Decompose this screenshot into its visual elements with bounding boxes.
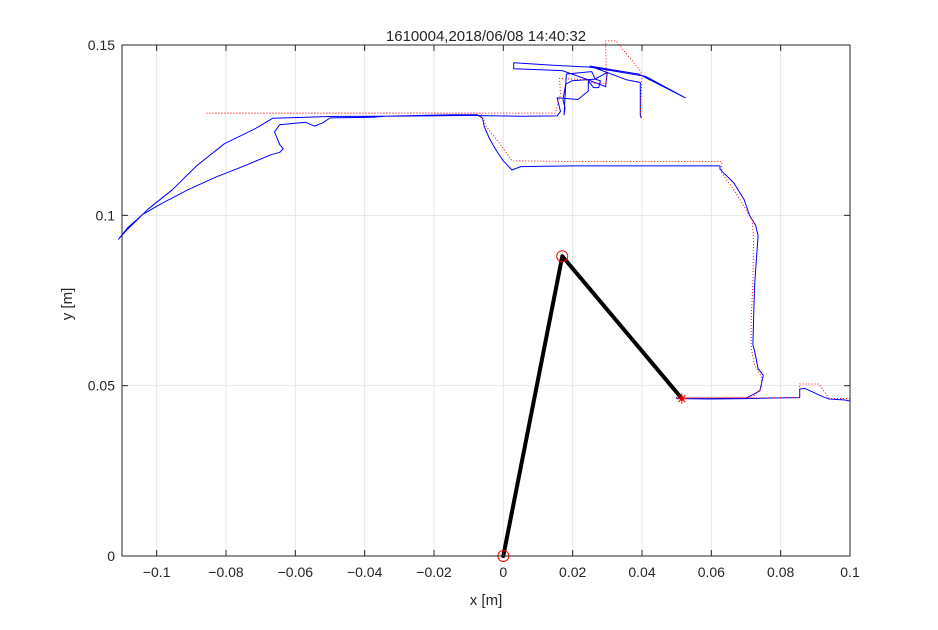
- target-trajectory-line: [206, 40, 850, 400]
- x-tick-label: 0.04: [628, 564, 655, 580]
- chart-title: 1610004,2018/06/08 14:40:32: [386, 28, 586, 45]
- axes-box: [121, 44, 851, 557]
- x-axis-label: x [m]: [470, 592, 503, 609]
- arm-links: [501, 254, 684, 558]
- end-effector-marker-stroke: [678, 394, 686, 403]
- x-tick-label: −0.02: [416, 564, 452, 580]
- y-tick-label: 0.15: [88, 37, 115, 53]
- end-effector-marker: [676, 393, 687, 404]
- x-tick-label: −0.1: [143, 564, 171, 580]
- x-tick-label: −0.04: [347, 564, 383, 580]
- x-tick-label: 0.1: [840, 564, 860, 580]
- y-tick-label: 0.05: [88, 378, 115, 394]
- y-tick-label: 0.1: [96, 207, 116, 223]
- actual-trajectory-line: [118, 62, 851, 402]
- x-tick-label: 0: [499, 564, 507, 580]
- axes: −0.1 −0.08 −0.06 −0.04 −0.02 0 0.02 0.04 0.06 0.0…: [88, 37, 860, 580]
- x-tick-label: 0.02: [559, 564, 586, 580]
- y-axis-label: y [m]: [59, 288, 76, 321]
- x-tick-label: −0.08: [208, 564, 244, 580]
- arm-joint-marker: [556, 250, 569, 263]
- x-tick-label: 0.08: [767, 564, 794, 580]
- x-tick-label: −0.06: [278, 564, 314, 580]
- y-tick-label: 0: [107, 548, 115, 564]
- x-tick-label: 0.06: [698, 564, 725, 580]
